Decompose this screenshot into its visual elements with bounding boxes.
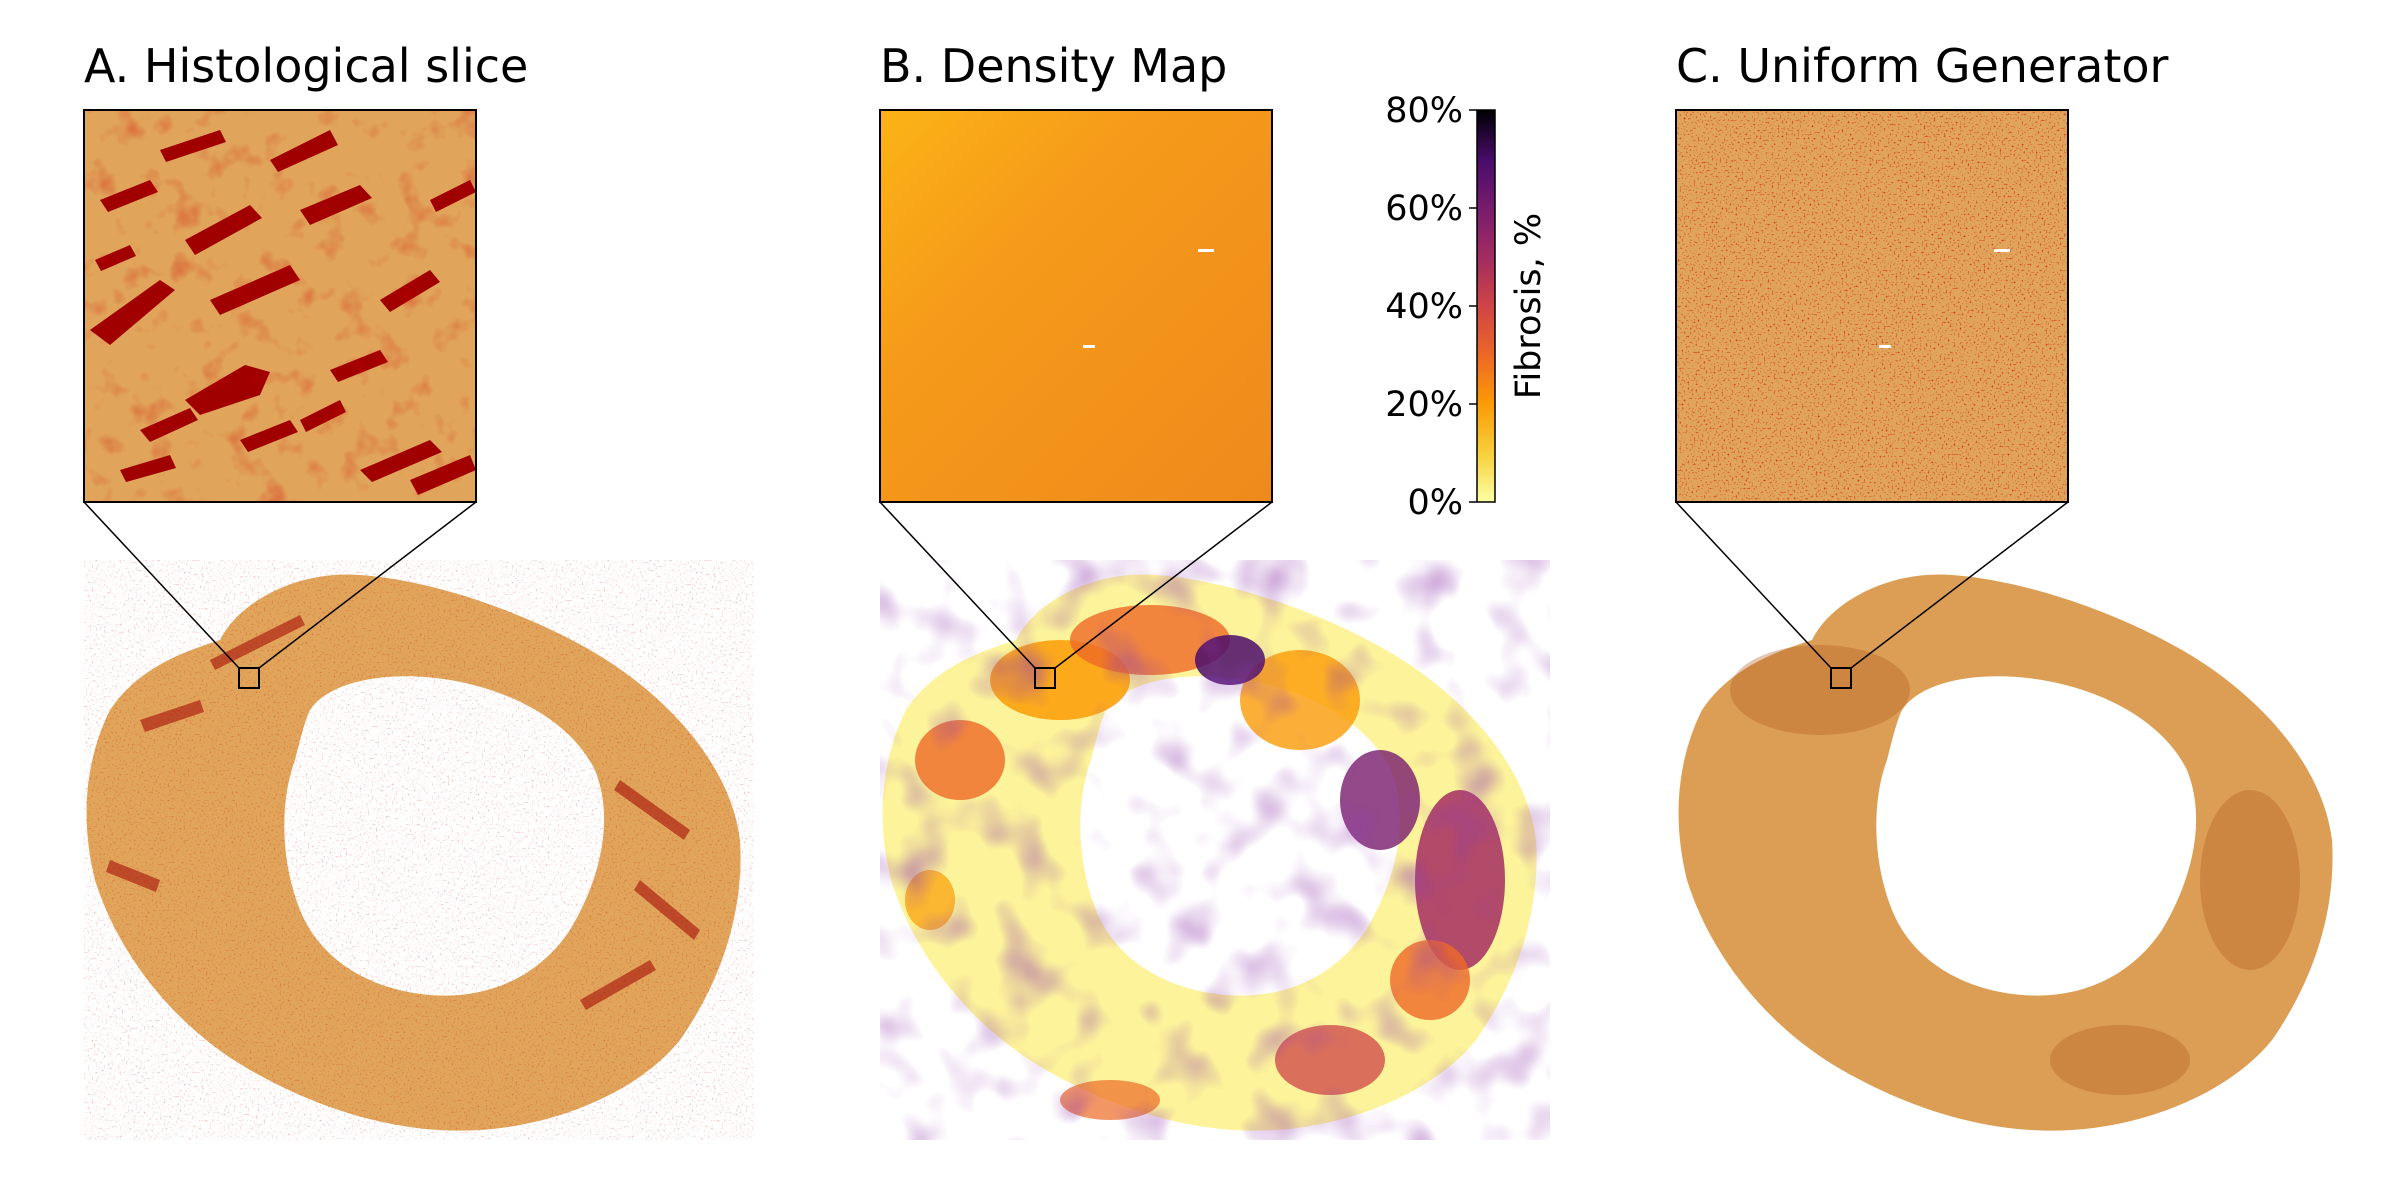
zoom-connector-left bbox=[1675, 501, 1832, 669]
panel-density-map: B. Density Map bbox=[879, 39, 1550, 1140]
colorbar-tick-label: 20% bbox=[1385, 385, 1463, 425]
colorbar-gradient bbox=[1476, 109, 1496, 503]
zoom-connector-left bbox=[879, 501, 1036, 669]
zoom-inset bbox=[83, 109, 477, 503]
zoom-connector-right bbox=[258, 501, 477, 669]
hole-marker bbox=[1994, 249, 2010, 252]
uniform-speckle bbox=[1676, 110, 2068, 502]
hole-marker bbox=[1879, 345, 1891, 348]
zoom-connector-right bbox=[1850, 501, 2069, 669]
colorbar-tick-label: 80% bbox=[1385, 91, 1463, 131]
panel-title: A. Histological slice bbox=[84, 39, 528, 93]
darker-regions bbox=[1730, 645, 2300, 1095]
panel-title: C. Uniform Generator bbox=[1676, 39, 2169, 93]
inset-frame bbox=[1675, 109, 2069, 503]
zoom-connector-right bbox=[1054, 501, 1273, 669]
colorbar: 0% 20% 40% 60% 80% Fibrosis, % bbox=[1385, 91, 1549, 523]
zoom-inset bbox=[1675, 109, 2069, 503]
hole-marker bbox=[1198, 249, 1214, 252]
density-texture bbox=[880, 560, 1550, 1140]
panel-histological-slice: A. Histological slice bbox=[83, 39, 754, 1140]
heart-slice bbox=[1678, 574, 2333, 1131]
zoom-marker bbox=[238, 667, 260, 689]
hole-marker bbox=[1083, 345, 1095, 348]
zoom-inset bbox=[879, 109, 1273, 503]
inset-frame bbox=[83, 109, 477, 503]
fibrosis-texture bbox=[84, 110, 476, 502]
density-field bbox=[880, 110, 1272, 502]
colorbar-label: Fibrosis, % bbox=[1509, 213, 1549, 399]
fibrosis-grain bbox=[84, 560, 754, 1140]
zoom-connector-left bbox=[83, 501, 240, 669]
inset-frame bbox=[879, 109, 1273, 503]
colorbar-tick-label: 60% bbox=[1385, 189, 1463, 229]
heart-slice bbox=[880, 560, 1550, 1140]
zoom-marker bbox=[1830, 667, 1852, 689]
panel-title: B. Density Map bbox=[880, 39, 1227, 93]
colorbar-tick-label: 0% bbox=[1407, 483, 1463, 523]
heart-slice bbox=[84, 560, 754, 1140]
tissue-outline bbox=[1678, 574, 2333, 1131]
zoom-marker bbox=[1034, 667, 1056, 689]
colorbar-tick-label: 40% bbox=[1385, 287, 1463, 327]
colorbar-ticks: 0% 20% 40% 60% 80% bbox=[1385, 91, 1477, 523]
panel-uniform-generator: C. Uniform Generator bbox=[1675, 39, 2333, 1131]
